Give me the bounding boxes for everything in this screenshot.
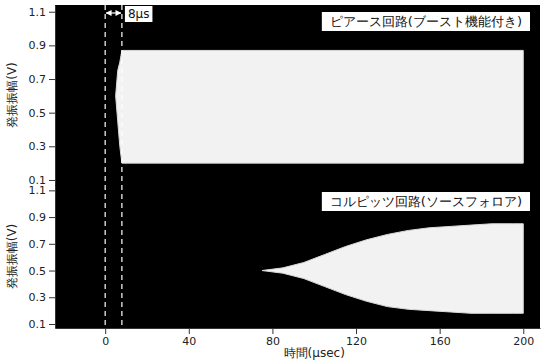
tick-label: 0.5 [29, 265, 47, 278]
panel: 0.10.30.50.70.91.1発振振幅(V)ピアース回路(ブースト機能付き… [5, 5, 540, 187]
tick-mark [49, 190, 55, 191]
x-axis: 0 40 80 120 160 200 [56, 328, 541, 348]
marks [262, 224, 523, 314]
tick-label: 200 [513, 335, 534, 348]
tick: 0.7 [29, 73, 56, 86]
plot-background [55, 185, 540, 328]
axis-line [55, 186, 56, 329]
tick: 0.5 [29, 265, 56, 278]
panel: 0.1 0.3 0.5 0.7 0.9 1.1 0 40 80 120 160 200 発振振幅(V) 時… [5, 184, 541, 360]
tick: 1.1 [29, 6, 56, 19]
tick-mark [272, 328, 273, 334]
tick-mark [49, 324, 55, 325]
axis-line [55, 6, 56, 186]
tick: 160 [430, 328, 451, 348]
y-axis-title: 発振振幅(V) [5, 224, 19, 290]
marker-label-box: 8μs [125, 6, 153, 22]
tick: 0.1 [29, 318, 56, 331]
chart: 0.1 0.3 0.5 0.7 0.9 1.1 発振振幅(V) ピアース回路(ブースト機能付き… [0, 0, 545, 360]
tick: 200 [513, 328, 534, 348]
tick-mark [49, 297, 55, 298]
tick: 1.1 [29, 184, 56, 197]
tick-mark [49, 180, 55, 181]
tick: 120 [346, 328, 367, 348]
tick-mark [523, 328, 524, 334]
marker-arrow [106, 12, 121, 13]
tick-label: 1.1 [29, 6, 47, 19]
envelope-area [116, 50, 524, 163]
title: ピアース回路(ブースト機能付き) [330, 14, 522, 29]
tick-label: 0.9 [29, 39, 47, 52]
marker-label: 8μs [128, 7, 150, 21]
tick: 0.9 [29, 211, 56, 224]
tick-label: 0.1 [29, 318, 47, 331]
tick-mark [49, 79, 55, 80]
plot-background [55, 5, 540, 185]
tick-label: 120 [346, 335, 367, 348]
tick-mark [49, 217, 55, 218]
tick-mark [49, 271, 55, 272]
tick-label: 0.5 [29, 107, 47, 120]
tick-mark [356, 328, 357, 334]
tick: 0.3 [29, 140, 56, 153]
marker-label-background [125, 6, 153, 22]
title-box: ピアース回路(ブースト機能付き) [322, 12, 530, 31]
tick-mark [49, 45, 55, 46]
tick-label: 80 [266, 335, 280, 348]
tick: 40 [182, 328, 196, 348]
tick-label: 1.1 [29, 184, 47, 197]
x-axis-title: 時間(μsec) [284, 346, 345, 360]
tick-label: 0.9 [29, 211, 47, 224]
tick-label: 0 [102, 335, 109, 348]
tick-mark [105, 328, 106, 334]
envelope-area [262, 224, 523, 314]
tick-mark [440, 328, 441, 334]
y-axis: 0.1 0.3 0.5 0.7 0.9 1.1 [29, 184, 56, 331]
tick-mark [189, 328, 190, 334]
y-axis: 0.10.30.50.70.91.1 [29, 6, 56, 187]
title-box: コルピッツ回路(ソースフォロア) [322, 192, 530, 211]
tick: 0.5 [29, 107, 56, 120]
tick: 0 [102, 328, 109, 348]
marker-line [105, 5, 106, 328]
tick: 0.3 [29, 291, 56, 304]
axis-line [56, 328, 541, 329]
tick-mark [49, 12, 55, 13]
tick-mark [49, 113, 55, 114]
marker-line [121, 5, 122, 328]
tick: 0.9 [29, 39, 56, 52]
tick-mark [49, 244, 55, 245]
tick: 0.7 [29, 238, 56, 251]
tick-label: 0.3 [29, 291, 47, 304]
title-background [322, 12, 530, 31]
tick-label: 160 [430, 335, 451, 348]
tick-label: 0.7 [29, 238, 47, 251]
tick-label: 0.3 [29, 140, 47, 153]
tick-label: 0.7 [29, 73, 47, 86]
tick: 80 [266, 328, 280, 348]
markers: 8μs [105, 5, 152, 328]
y-axis-title: 発振振幅(V) [5, 62, 19, 128]
title: コルピッツ回路(ソースフォロア) [330, 194, 522, 209]
tick-label: 40 [182, 335, 196, 348]
marks [116, 50, 524, 163]
title-background [322, 192, 530, 211]
tick-mark [49, 146, 55, 147]
